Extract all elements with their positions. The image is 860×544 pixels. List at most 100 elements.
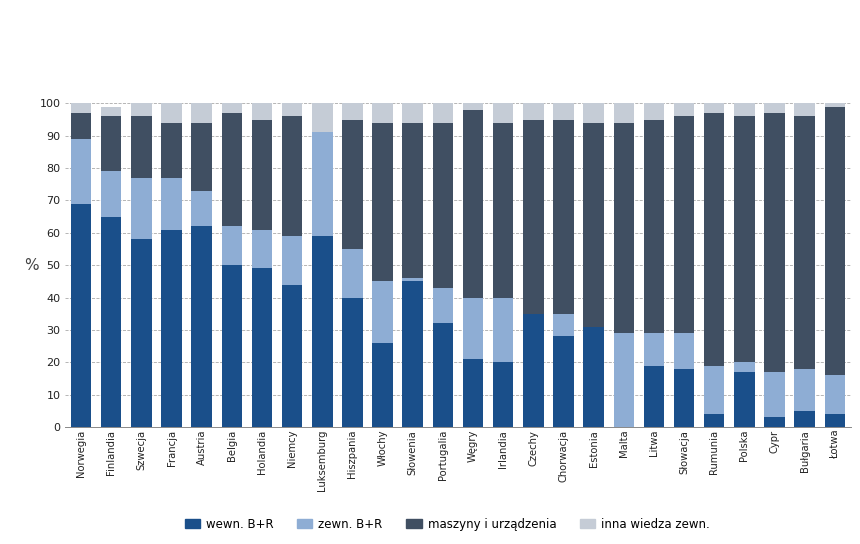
Bar [282,116,303,236]
Bar [282,285,303,427]
Bar [222,265,242,427]
Y-axis label: %: % [24,258,39,273]
Bar [342,249,363,298]
Bar [252,103,273,120]
Bar [252,120,273,230]
Bar [523,103,544,120]
Bar [402,123,423,278]
Bar [192,103,212,123]
Bar [402,278,423,281]
Bar [674,333,694,369]
Bar [583,123,604,327]
Bar [222,103,242,113]
Bar [162,123,181,178]
Bar [222,113,242,226]
Bar [101,217,121,427]
Bar [463,298,483,359]
Bar [734,362,754,372]
Bar [674,116,694,333]
Text: w wybranych krajach biorących udział w badaniach CIS 2008: w wybranych krajach biorących udział w b… [10,55,464,68]
Bar [583,103,604,123]
Bar [372,343,393,427]
Bar [493,103,513,123]
Bar [795,103,815,116]
Bar [282,236,303,285]
Bar [433,324,453,427]
Bar [101,116,121,171]
Bar [192,191,212,226]
Bar [704,414,724,427]
Bar [493,123,513,298]
Bar [252,268,273,427]
Bar [674,369,694,427]
Bar [71,139,91,203]
Bar [765,417,785,427]
Bar [342,298,363,427]
Bar [553,314,574,336]
Bar [433,103,453,123]
Bar [493,298,513,362]
Bar [765,372,785,417]
Bar [463,103,483,110]
Bar [162,230,181,427]
Bar [433,123,453,288]
Bar [553,120,574,314]
Bar [825,375,845,414]
Text: Udział poszczególnych rodzajów wydatków innowacyjnych w wydatkach innowacyjnych : Udział poszczególnych rodzajów wydatków … [10,18,724,32]
Bar [101,171,121,217]
Bar [131,116,151,178]
Bar [71,113,91,139]
Bar [222,226,242,265]
Bar [613,103,634,123]
Bar [71,203,91,427]
Bar [192,226,212,427]
Bar [402,281,423,427]
Bar [463,359,483,427]
Bar [643,366,664,427]
Bar [252,230,273,268]
Bar [704,103,724,113]
Bar [825,103,845,107]
Bar [342,103,363,120]
Bar [583,327,604,427]
Bar [613,123,634,333]
Bar [523,314,544,427]
Bar [463,110,483,298]
Bar [342,120,363,249]
Bar [734,372,754,427]
Bar [643,120,664,333]
Bar [101,107,121,116]
Bar [131,103,151,116]
Legend: wewn. B+R, zewn. B+R, maszyny i urządzenia, inna wiedza zewn.: wewn. B+R, zewn. B+R, maszyny i urządzen… [180,513,715,535]
Bar [553,103,574,120]
Bar [372,103,393,123]
Bar [312,133,333,236]
Bar [312,236,333,427]
Bar [643,333,664,366]
Bar [825,107,845,375]
Bar [131,178,151,239]
Bar [734,103,754,116]
Bar [704,113,724,366]
Bar [162,178,181,230]
Bar [162,103,181,123]
Bar [71,103,91,113]
Bar [192,123,212,191]
Bar [312,103,333,133]
Bar [282,103,303,116]
Bar [402,103,423,123]
Bar [765,113,785,372]
Bar [765,103,785,113]
Bar [643,103,664,120]
Bar [795,411,815,427]
Bar [523,120,544,314]
Bar [795,369,815,411]
Bar [734,116,754,362]
Bar [825,414,845,427]
Bar [704,366,724,414]
Bar [613,333,634,427]
Bar [553,336,574,427]
Bar [674,103,694,116]
Bar [372,123,393,281]
Bar [795,116,815,369]
